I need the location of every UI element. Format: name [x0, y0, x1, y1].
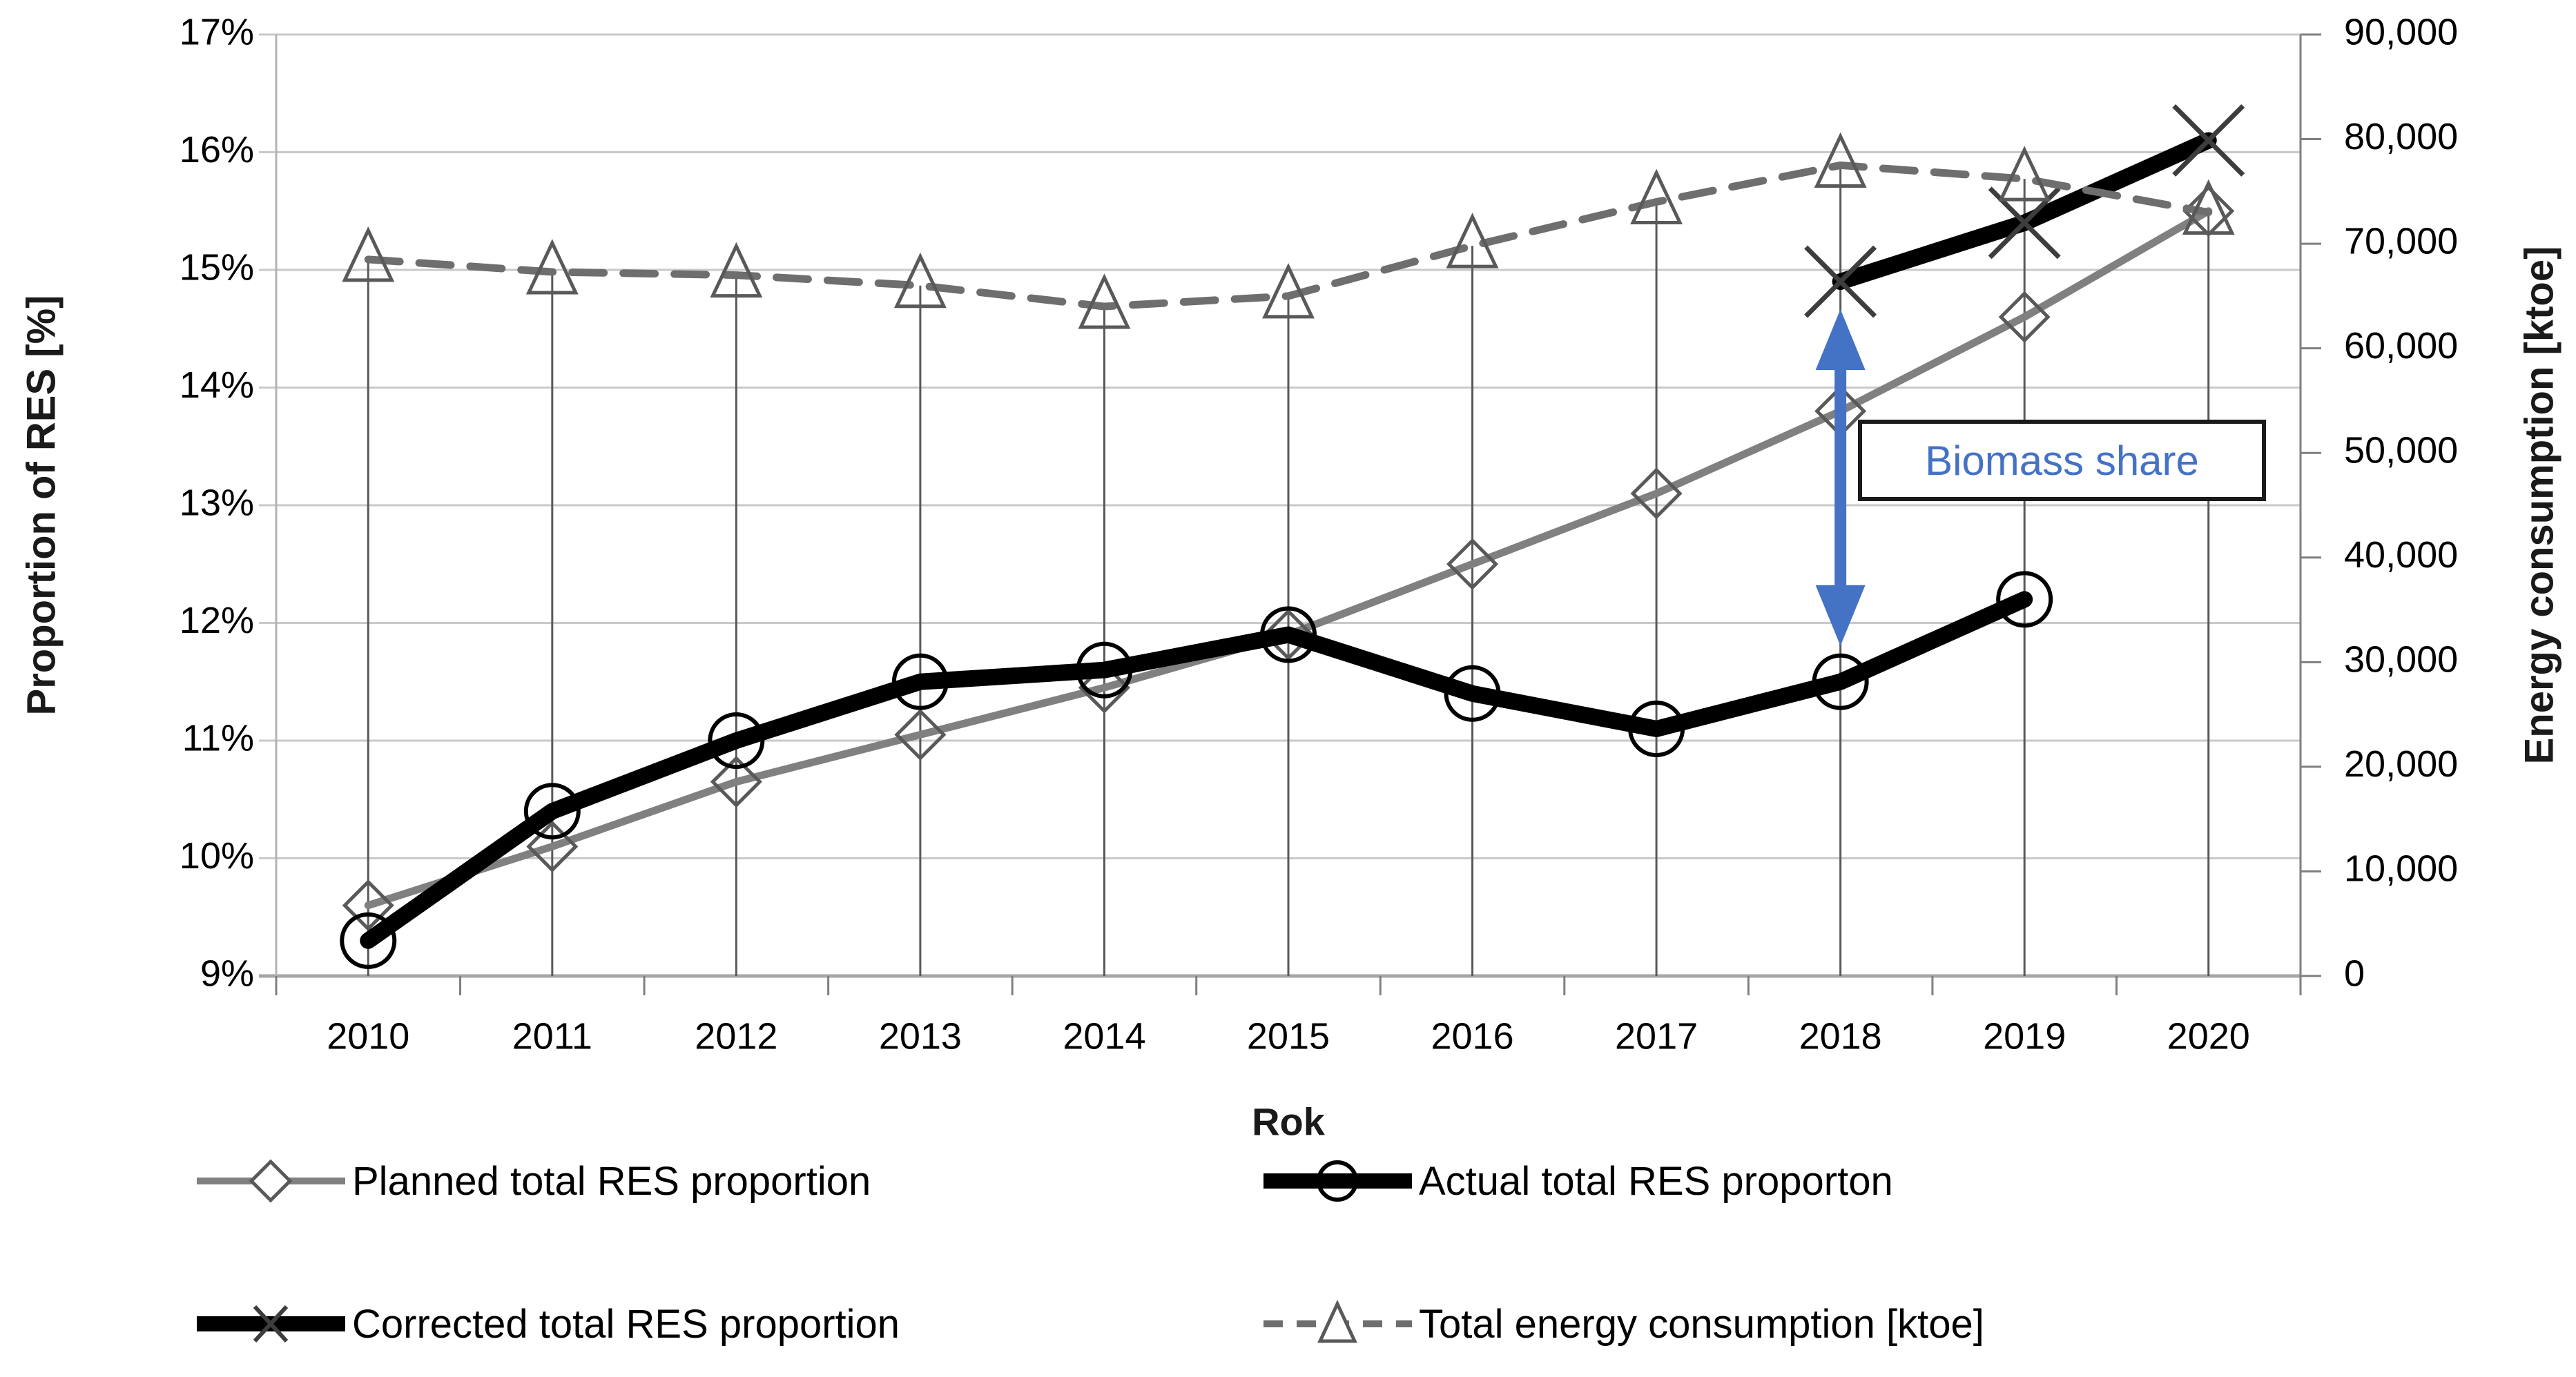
svg-text:2011: 2011	[512, 1015, 592, 1057]
triangle-marker-icon	[1317, 1300, 1357, 1343]
energy-series-swatch	[1263, 1300, 1412, 1343]
svg-text:2010: 2010	[327, 1015, 409, 1057]
corrected-series-swatch	[197, 1305, 345, 1343]
svg-text:2020: 2020	[2167, 1015, 2250, 1057]
svg-text:14%: 14%	[180, 364, 254, 406]
svg-text:2019: 2019	[1983, 1015, 2066, 1057]
svg-text:2016: 2016	[1431, 1015, 1513, 1057]
circle-marker-icon	[1317, 1160, 1358, 1202]
svg-text:2018: 2018	[1799, 1015, 1882, 1057]
svg-text:10,000: 10,000	[2344, 848, 2458, 890]
svg-text:17%: 17%	[180, 11, 254, 52]
svg-text:2015: 2015	[1247, 1015, 1330, 1057]
legend-item-actual: Actual total RES proporton	[1263, 1157, 1893, 1205]
x-marker-icon	[253, 1305, 289, 1343]
svg-text:90,000: 90,000	[2344, 11, 2458, 52]
y-axis-left-title: Proportion of RES [%]	[19, 295, 64, 716]
svg-text:0: 0	[2344, 953, 2365, 994]
svg-text:40,000: 40,000	[2344, 534, 2458, 576]
legend-label: Corrected total RES proportion	[352, 1301, 900, 1347]
legend-label: Actual total RES proporton	[1419, 1158, 1893, 1204]
svg-text:12%: 12%	[180, 600, 254, 641]
svg-text:50,000: 50,000	[2344, 429, 2458, 471]
legend-label: Planned total RES proportion	[352, 1158, 871, 1204]
diamond-marker-icon	[249, 1159, 293, 1203]
biomass-share-annotation: Biomass share	[1858, 420, 2266, 501]
svg-text:30,000: 30,000	[2344, 639, 2458, 681]
actual-series-swatch	[1263, 1160, 1412, 1202]
planned-series-swatch	[197, 1159, 345, 1203]
legend-label: Total energy consumption [ktoe]	[1419, 1301, 1984, 1347]
legend-item-planned: Planned total RES proportion	[197, 1157, 871, 1205]
y-axis-right-title: Energy consumption [ktoe]	[2517, 246, 2562, 765]
svg-text:80,000: 80,000	[2344, 116, 2458, 157]
x-axis-title: Rok	[1252, 1100, 1325, 1144]
svg-text:20,000: 20,000	[2344, 743, 2458, 785]
svg-text:10%: 10%	[180, 835, 254, 877]
svg-text:70,000: 70,000	[2344, 220, 2458, 262]
svg-text:60,000: 60,000	[2344, 325, 2458, 367]
svg-text:2017: 2017	[1615, 1015, 1698, 1057]
svg-text:13%: 13%	[180, 482, 254, 523]
chart-plot: 17% 16% 15% 14% 13% 12% 11% 10% 9% 90,000 80,000 70…	[180, 11, 2458, 1057]
svg-text:16%: 16%	[180, 129, 254, 170]
svg-text:2014: 2014	[1063, 1015, 1145, 1057]
legend-item-energy: Total energy consumption [ktoe]	[1263, 1300, 1984, 1348]
svg-text:15%: 15%	[180, 246, 254, 288]
svg-text:2012: 2012	[695, 1015, 777, 1057]
legend-item-corrected: Corrected total RES proportion	[197, 1300, 900, 1348]
svg-text:11%: 11%	[182, 717, 254, 759]
svg-text:2013: 2013	[879, 1015, 962, 1057]
svg-text:9%: 9%	[200, 953, 254, 994]
biomass-share-label: Biomass share	[1925, 437, 2199, 484]
